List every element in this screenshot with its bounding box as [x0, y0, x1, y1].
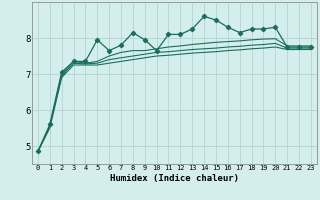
X-axis label: Humidex (Indice chaleur): Humidex (Indice chaleur) [110, 174, 239, 183]
